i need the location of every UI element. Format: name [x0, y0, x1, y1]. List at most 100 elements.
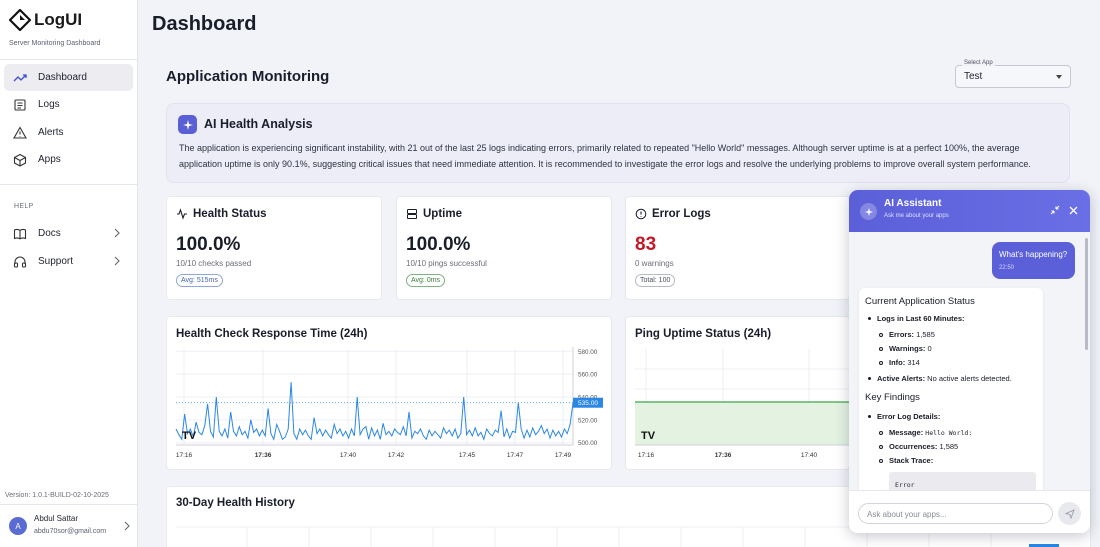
y-tick-label: 580.00	[578, 349, 598, 356]
chat-title: AI Assistant	[884, 198, 942, 209]
uptime-value: 100.0%	[406, 234, 471, 255]
message-line: Message: Hello World:	[889, 428, 973, 437]
close-button[interactable]	[1067, 204, 1079, 216]
sidebar-item-label: Support	[38, 256, 74, 267]
trending-up-icon	[13, 71, 27, 85]
sidebar-divider	[0, 504, 138, 505]
logs-label: Logs in Last 60 Minutes:	[877, 314, 965, 323]
user-name: Abdul Sattar	[34, 514, 79, 523]
health-status-value: 100.0%	[176, 234, 241, 255]
y-tick-label: 500.00	[578, 440, 598, 447]
caret-down-icon	[1056, 75, 1062, 79]
card-title: Uptime	[406, 208, 462, 220]
app-select[interactable]: Select App Test	[955, 60, 1071, 88]
sidebar-item-support[interactable]: Support	[4, 248, 133, 275]
help-section-label: HELP	[14, 203, 34, 210]
response-time-line	[175, 382, 574, 441]
error-details-label: Error Log Details:	[877, 412, 941, 421]
chart-title: Ping Uptime Status (24h)	[635, 328, 772, 340]
sidebar-item-docs[interactable]: Docs	[4, 220, 133, 247]
logo-icon	[9, 9, 31, 31]
server-icon	[407, 209, 417, 219]
user-profile[interactable]: A Abdul Sattar abdu70sor@gmail.com	[9, 513, 131, 539]
sidebar-item-label: Apps	[38, 154, 61, 165]
sidebar-item-dashboard[interactable]: Dashboard	[4, 64, 133, 91]
logo-text: LogUI	[34, 10, 83, 29]
error-logs-card: Error Logs 83 0 warnings Total: 100	[625, 196, 850, 300]
sidebar-divider	[0, 59, 138, 60]
bullet	[879, 459, 883, 463]
alert-triangle-icon	[13, 125, 27, 140]
alerts-line: Active Alerts: No active alerts detected…	[877, 374, 1012, 383]
health-status-sub: 10/10 checks passed	[176, 259, 252, 268]
last-value-badge	[573, 397, 603, 408]
error-logs-sub: 0 warnings	[635, 259, 674, 268]
sidebar-item-label: Dashboard	[38, 72, 87, 83]
collapse-icon	[1050, 205, 1060, 215]
uptime-sub: 10/10 pings successful	[406, 259, 487, 268]
avg-response-chip: Avg: 515ms	[176, 274, 223, 287]
sidebar-item-alerts[interactable]: Alerts	[4, 119, 133, 146]
tradingview-logo: TV	[641, 430, 656, 442]
bullet	[868, 317, 871, 320]
y-tick-label: 560.00	[578, 372, 598, 379]
bullet	[879, 445, 883, 449]
book-icon	[13, 227, 27, 241]
ping-uptime-chart[interactable]: 17:16 17:36 17:40 TV	[626, 317, 851, 471]
sidebar-item-label: Logs	[38, 99, 60, 110]
sidebar-item-logs[interactable]: Logs	[4, 91, 133, 118]
section-title: Application Monitoring	[166, 68, 330, 85]
info-line: Info: 314	[889, 358, 920, 367]
card-title: Error Logs	[635, 208, 711, 220]
info-circle-icon	[635, 208, 647, 220]
sidebar-item-label: Docs	[38, 228, 61, 239]
avatar: A	[9, 517, 27, 535]
chat-messages[interactable]: What's happening? 22:50 Current Applicat…	[849, 232, 1090, 490]
x-tick-label: 17:49	[555, 452, 572, 459]
version-label: Version: 1.0.1-BUILD-02-10-2025	[5, 492, 109, 499]
avg-ping-chip: Avg: 0ms	[406, 274, 446, 287]
error-logs-title: Error Logs	[652, 208, 711, 220]
logo[interactable]: LogUI	[9, 9, 82, 31]
stack-trace-label: Stack Trace:	[889, 456, 934, 465]
x-tick-label: 17:45	[459, 452, 476, 459]
send-button[interactable]	[1058, 502, 1081, 525]
headphones-icon	[13, 255, 27, 269]
sidebar-divider	[0, 184, 138, 185]
ping-uptime-chart-card: Ping Uptime Status (24h) 17:16 17:36 17:40…	[625, 316, 851, 471]
x-tick-label: 17:40	[340, 452, 357, 459]
chart-title: Health Check Response Time (24h)	[176, 328, 368, 340]
bullet	[868, 377, 871, 380]
card-title: Health Status	[176, 208, 267, 220]
x-tick-label: 17:16	[176, 452, 193, 459]
minimize-button[interactable]	[1049, 204, 1061, 216]
close-icon	[1069, 206, 1077, 214]
chevron-right-icon	[124, 521, 130, 531]
user-message: What's happening? 22:50	[992, 242, 1075, 279]
response-time-chart[interactable]: 17:16 17:36 17:40 17:42 17:45 17:47 17:49 500.0…	[167, 317, 613, 471]
findings-heading: Key Findings	[865, 392, 920, 403]
chat-subtitle: Ask me about your apps	[884, 213, 949, 219]
chart-title: 30-Day Health History	[176, 497, 295, 509]
bullet	[879, 431, 883, 435]
user-email: abdu70sor@gmail.com	[34, 528, 107, 535]
uptime-card: Uptime 100.0% 10/10 pings successful Avg…	[396, 196, 612, 300]
send-icon	[1064, 508, 1075, 519]
health-status-card: Health Status 100.0% 10/10 checks passed…	[166, 196, 382, 300]
user-message-text: What's happening?	[999, 250, 1068, 259]
response-time-chart-card: Health Check Response Time (24h) 17:16 17…	[166, 316, 612, 470]
logs-icon	[13, 98, 27, 112]
x-tick-label: 17:36	[715, 452, 732, 459]
x-tick-label: 17:16	[638, 452, 655, 459]
bullet	[879, 361, 883, 365]
sidebar-item-apps[interactable]: Apps	[4, 146, 133, 173]
total-logs-chip: Total: 100	[635, 274, 676, 287]
ai-assistant-panel: AI Assistant Ask me about your apps What…	[849, 190, 1090, 533]
chat-footer: Ask about your apps...	[849, 490, 1090, 533]
activity-icon	[177, 208, 187, 220]
last-value-label: 535.00	[578, 400, 598, 407]
chat-input[interactable]: Ask about your apps...	[858, 503, 1053, 524]
chat-scrollbar[interactable]	[1085, 238, 1088, 350]
occurrences-line: Occurrences: 1,585	[889, 442, 959, 451]
uptime-title: Uptime	[423, 208, 462, 220]
